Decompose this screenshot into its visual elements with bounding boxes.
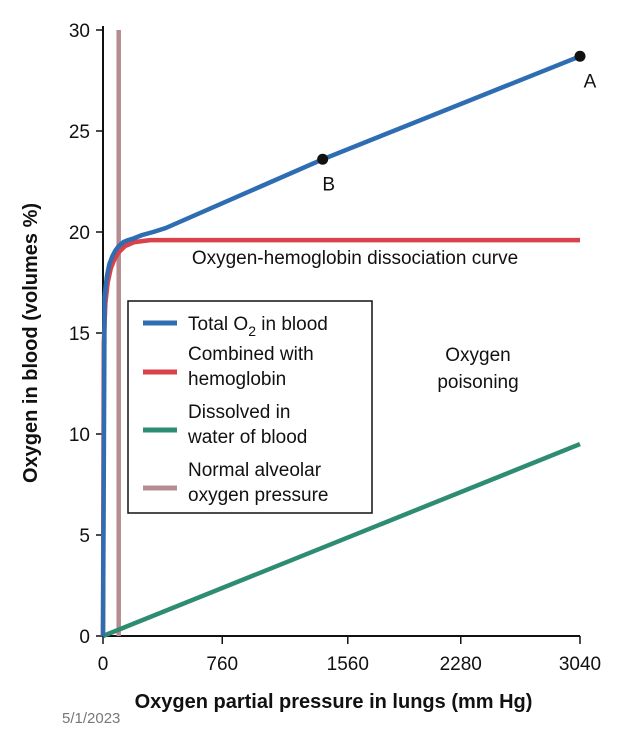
x-tick-label: 2280 (440, 654, 482, 675)
y-axis-title: Oxygen in blood (volumes %) (20, 203, 42, 483)
footer-date: 5/1/2023 (62, 710, 121, 727)
y-tick-label: 5 (79, 526, 90, 547)
points-layer: AB (317, 50, 597, 195)
legend: Total O2 in blood Combined with hemoglobin… (127, 300, 373, 514)
series-line-dissolved-in-water-of-blood (102, 442, 581, 639)
x-tick-label: 3040 (559, 654, 601, 675)
legend-label: oxygen pressure (188, 485, 328, 506)
x-tick-label: 1560 (327, 654, 369, 675)
y-tick-label: 30 (69, 21, 90, 42)
x-tick-label: 760 (206, 654, 238, 675)
curve-label: Oxygen-hemoglobin dissociation curve (192, 248, 518, 269)
legend-label: hemoglobin (188, 369, 286, 390)
legend-label: water of blood (187, 427, 307, 448)
point-a (574, 50, 586, 62)
legend-label: Total O2 in blood (188, 314, 328, 339)
point-label-b: B (322, 174, 335, 195)
annotations: Oxygen-hemoglobin dissociation curve Oxyg… (192, 248, 519, 393)
series-line-total-o2-in-blood (100, 54, 581, 637)
x-tick-label: 0 (98, 654, 109, 675)
x-axis-title: Oxygen partial pressure in lungs (mm Hg) (135, 691, 533, 713)
poisoning-label: poisoning (437, 372, 518, 393)
y-tick-label: 25 (69, 122, 90, 143)
point-b (317, 153, 329, 165)
axes: 0 5 10 15 20 25 30 0 760 1560 2280 3040 Oxygen parti… (20, 21, 601, 713)
legend-label: Combined with (188, 344, 314, 365)
series-layer (100, 30, 581, 639)
y-tick-label: 0 (79, 627, 90, 648)
legend-label: Normal alveolar (188, 460, 322, 481)
y-tick-label: 20 (69, 223, 90, 244)
point-label-a: A (584, 71, 597, 92)
y-tick-label: 10 (69, 425, 90, 446)
y-tick-label: 15 (69, 324, 90, 345)
legend-label: Dissolved in (188, 402, 290, 423)
poisoning-label: Oxygen (445, 345, 510, 366)
legend-box (127, 300, 373, 514)
